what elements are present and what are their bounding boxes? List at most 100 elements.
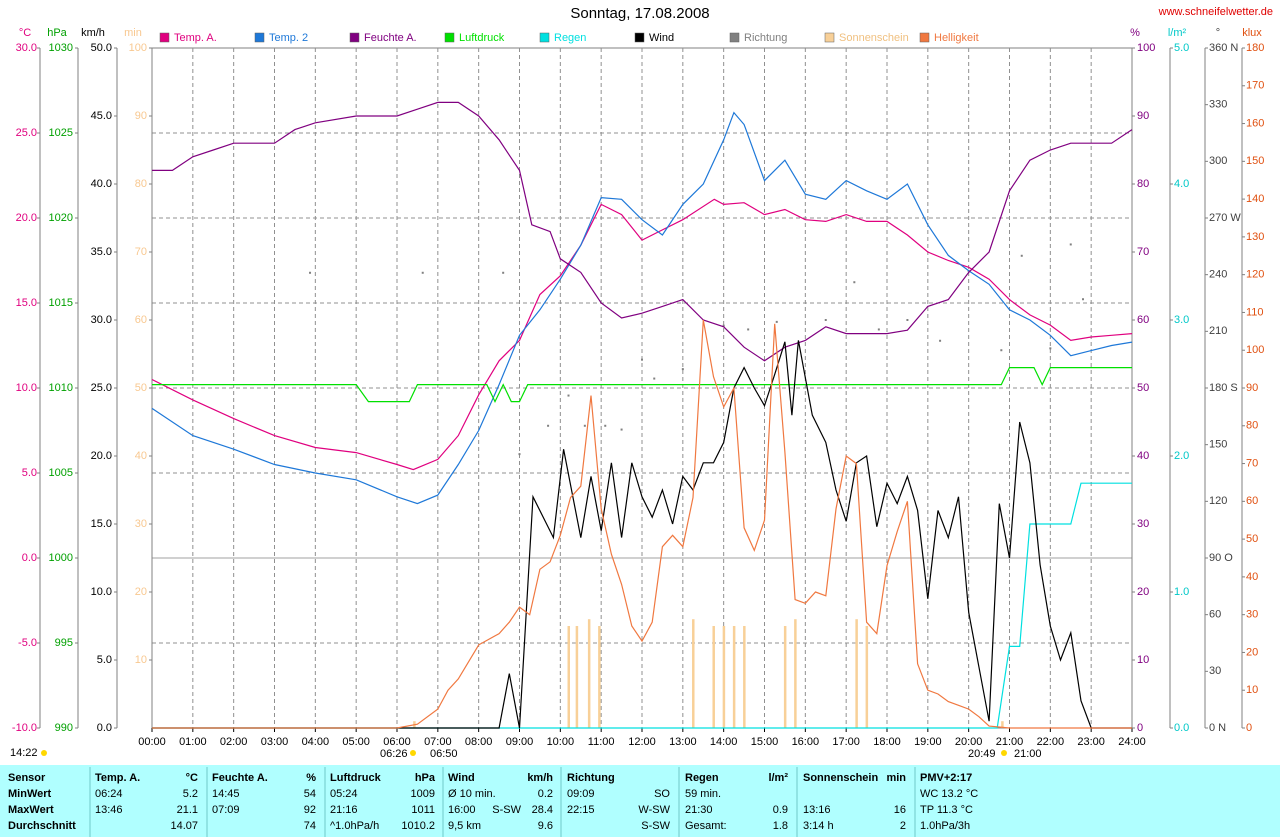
x-tick-label: 01:00	[179, 736, 207, 748]
table-cell: 16	[894, 804, 906, 816]
y-tick-label: 30.0	[91, 314, 112, 326]
time-annotation: 21:00	[1014, 748, 1042, 760]
x-tick-label: 17:00	[832, 736, 860, 748]
table-cell: l/m²	[768, 772, 788, 784]
y-tick-label: 15.0	[91, 518, 112, 530]
direction-point	[906, 319, 909, 321]
table-cell: 0.2	[538, 788, 553, 800]
x-tick-label: 14:00	[710, 736, 738, 748]
x-tick-label: 22:00	[1037, 736, 1065, 748]
table-cell: 3:14 h	[803, 820, 834, 832]
direction-point	[853, 281, 856, 284]
table-cell: TP 11.3 °C	[920, 804, 973, 816]
table-cell: ^1.0hPa/h	[330, 820, 379, 832]
y-tick-label: 990	[55, 722, 73, 734]
y-tick-label: 35.0	[91, 246, 112, 258]
table-cell: Regen	[685, 772, 719, 784]
table-background	[0, 765, 1280, 837]
y-tick-label: 60	[1209, 609, 1221, 621]
series-line	[151, 198, 1133, 471]
x-tick-label: 16:00	[792, 736, 820, 748]
y-tick-label: 30	[1137, 518, 1149, 530]
table-cell: PMV+2:17	[920, 772, 972, 784]
y-tick-label: 100	[1137, 42, 1155, 54]
y-tick-label: 2.0	[1174, 450, 1189, 462]
y-tick-label: 240	[1209, 269, 1227, 281]
y-tick-label: 20	[1137, 586, 1149, 598]
y-tick-label: 150	[1246, 155, 1264, 167]
table-cell: Ø 10 min.	[448, 788, 496, 800]
legend-swatch	[729, 32, 740, 43]
sunshine-bar	[598, 626, 601, 728]
y-tick-label: 1000	[49, 552, 73, 564]
y-tick-label: 15.0	[16, 297, 37, 309]
table-cell: Gesamt:	[685, 820, 727, 832]
y-tick-label: 120	[1209, 495, 1227, 507]
sunshine-bar	[1001, 721, 1004, 728]
direction-point	[1020, 254, 1023, 257]
legend-swatch	[349, 32, 360, 43]
table-cell: MaxWert	[8, 804, 54, 816]
y-tick-label: 70	[1246, 457, 1258, 469]
table-cell: 14:45	[212, 788, 240, 800]
series-line	[151, 111, 1133, 505]
y-tick-label: 50.0	[91, 42, 112, 54]
x-tick-label: 08:00	[465, 736, 493, 748]
y-tick-label: 30	[135, 518, 147, 530]
table-cell: 21:30	[685, 804, 713, 816]
legend-swatch	[254, 32, 265, 43]
y-tick-label: 70	[1137, 246, 1149, 258]
table-cell: 74	[304, 820, 316, 832]
legend-label: Luftdruck	[459, 32, 505, 44]
direction-point	[775, 320, 778, 323]
table-cell: 9.6	[538, 820, 553, 832]
x-tick-label: 03:00	[261, 736, 289, 748]
series-line	[152, 340, 1132, 729]
direction-point	[653, 377, 656, 380]
y-tick-label: 0	[1246, 722, 1252, 734]
table-cell: 07:09	[212, 804, 240, 816]
x-tick-label: 19:00	[914, 736, 942, 748]
table-cell: Luftdruck	[330, 772, 382, 784]
table-cell: 1009	[411, 788, 435, 800]
x-tick-label: 00:00	[138, 736, 166, 748]
sunshine-bar	[575, 626, 579, 728]
y-tick-label: 20.0	[16, 212, 37, 224]
axis-title: km/h	[81, 27, 105, 39]
direction-point	[641, 358, 643, 361]
y-tick-label: 80	[1137, 178, 1149, 190]
table-cell: 21:16	[330, 804, 358, 816]
y-tick-label: 50	[1246, 533, 1258, 545]
direction-point	[547, 424, 550, 427]
table-cell: 16:00	[448, 804, 476, 816]
sunshine-bar	[692, 619, 695, 728]
table-cell: 2	[900, 820, 906, 832]
direction-point	[604, 424, 607, 427]
y-tick-label: 160	[1246, 117, 1264, 129]
sunshine-bar	[865, 626, 869, 728]
legend-swatch	[539, 32, 550, 43]
y-tick-label: 5.0	[1174, 42, 1189, 54]
series-line	[152, 319, 1132, 729]
direction-point	[747, 328, 750, 331]
legend-label: Regen	[554, 32, 586, 44]
axis-title: hPa	[47, 27, 67, 39]
legend-swatch	[919, 32, 930, 43]
direction-point	[1049, 347, 1052, 350]
y-tick-label: 30	[1209, 665, 1221, 677]
x-tick-label: 24:00	[1118, 736, 1146, 748]
table-cell: 5.2	[183, 788, 198, 800]
table-cell: hPa	[415, 772, 436, 784]
table-cell: 05:24	[330, 788, 358, 800]
direction-point	[1000, 349, 1003, 352]
table-cell: S-SW	[641, 820, 670, 832]
legend-label: Richtung	[744, 32, 787, 44]
y-tick-label: 140	[1246, 193, 1264, 205]
y-tick-label: 1015	[49, 297, 73, 309]
y-tick-label: 360 N	[1209, 42, 1238, 54]
x-tick-label: 15:00	[751, 736, 779, 748]
legend-label: Helligkeit	[934, 32, 979, 44]
x-tick-label: 04:00	[302, 736, 330, 748]
y-tick-label: 1025	[49, 127, 73, 139]
